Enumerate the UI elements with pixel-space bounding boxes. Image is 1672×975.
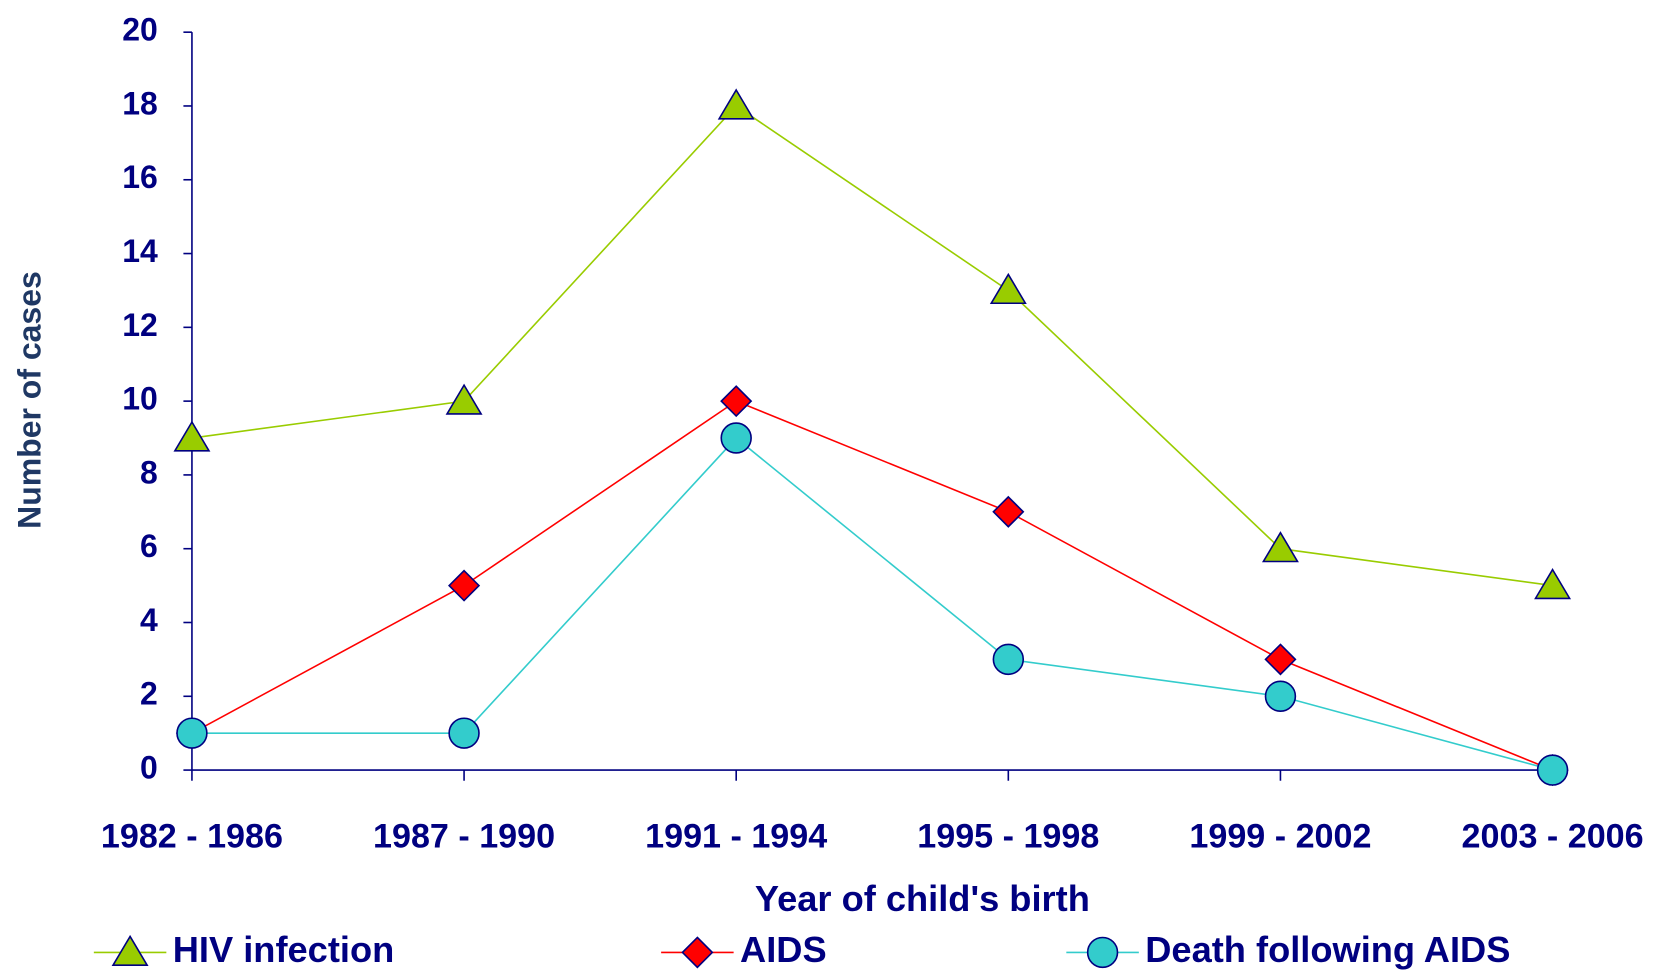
legend-marker <box>1086 936 1119 969</box>
y-tick-label: 4 <box>140 602 158 638</box>
y-tick-label: 16 <box>122 159 158 195</box>
data-point <box>992 643 1025 676</box>
y-tick-label: 20 <box>122 12 158 48</box>
legend-label: HIV infection <box>173 929 395 970</box>
series-line <box>191 436 1553 771</box>
data-point <box>1261 531 1299 563</box>
y-tick-label: 12 <box>122 307 158 343</box>
legend-label: Death following AIDS <box>1145 929 1510 970</box>
x-tick-label: 1995 - 1998 <box>917 817 1099 855</box>
legend-label: AIDS <box>740 929 827 970</box>
data-point <box>173 420 211 452</box>
y-tick-label: 18 <box>122 85 158 121</box>
y-tick-label: 8 <box>140 454 158 490</box>
y-axis-title: Number of cases <box>11 271 47 529</box>
series-line <box>191 400 1553 771</box>
legend-marker <box>111 934 149 967</box>
x-tick-label: 2003 - 2006 <box>1462 817 1644 855</box>
y-tick-label: 0 <box>140 750 158 786</box>
data-point <box>176 717 208 749</box>
legend-marker <box>681 936 714 969</box>
x-tick-label: 1987 - 1990 <box>373 817 555 855</box>
series-line <box>191 104 1553 587</box>
data-point <box>717 88 755 120</box>
data-point <box>448 717 480 749</box>
data-point <box>448 569 481 602</box>
data-point <box>1264 680 1297 713</box>
data-point <box>1264 643 1297 676</box>
x-tick-label: 1991 - 1994 <box>645 817 827 855</box>
data-point <box>989 272 1027 305</box>
x-tick-label: 1999 - 2002 <box>1189 817 1371 855</box>
data-point <box>445 383 483 415</box>
x-tick-label: 1982 - 1986 <box>101 817 283 855</box>
data-point <box>720 385 753 418</box>
x-axis-title: Year of child's birth <box>755 878 1090 919</box>
y-tick-label: 14 <box>122 233 158 269</box>
data-point <box>992 495 1025 528</box>
y-tick-label: 2 <box>140 676 158 712</box>
data-point <box>1536 754 1569 786</box>
data-point <box>1534 568 1572 600</box>
y-tick-label: 10 <box>122 381 158 417</box>
data-point <box>720 422 752 454</box>
y-tick-label: 6 <box>140 528 158 564</box>
